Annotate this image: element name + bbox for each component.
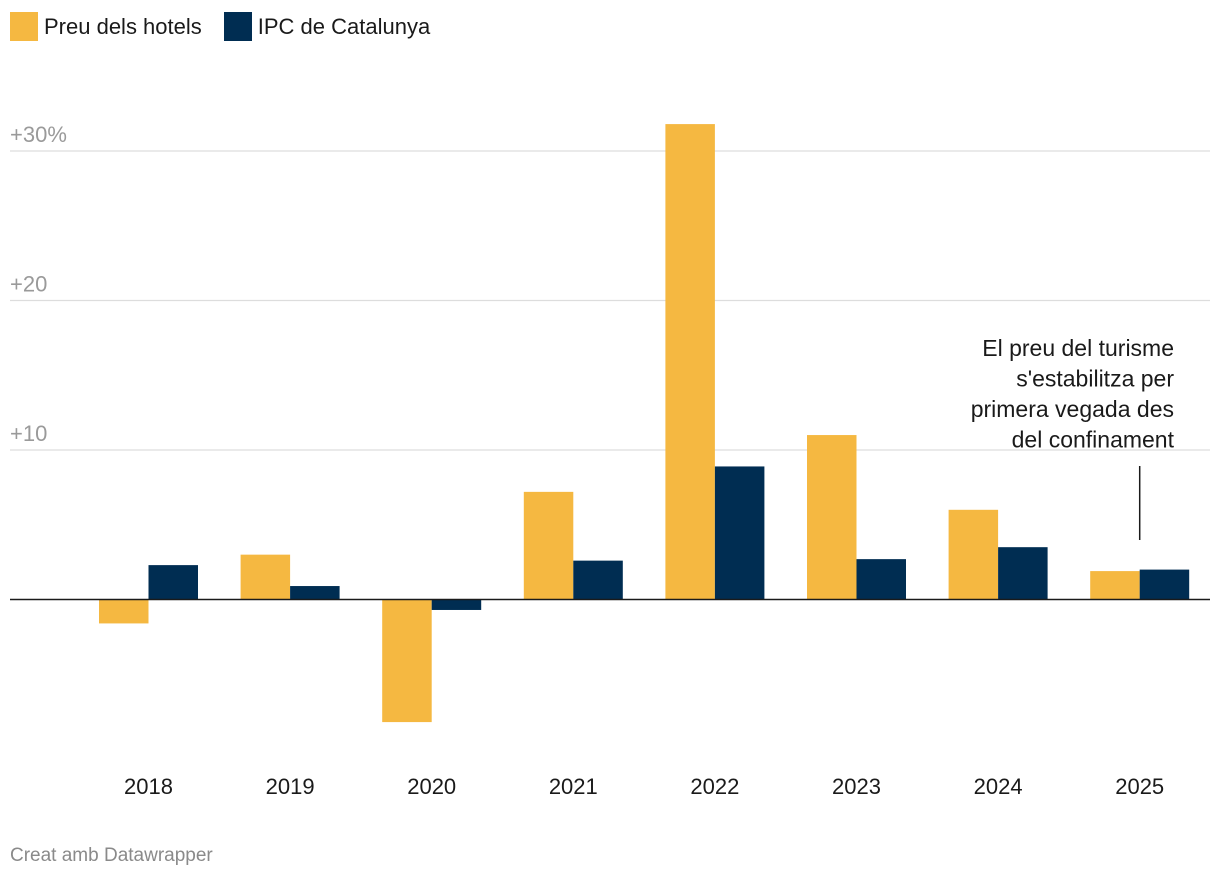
annotation-line-3: primera vegada des	[971, 396, 1174, 422]
bar-ipc-2025	[1139, 569, 1190, 600]
legend-item-ipc: IPC de Catalunya	[223, 12, 431, 41]
legend: Preu dels hotels IPC de Catalunya	[10, 12, 430, 41]
annotation-line-2: s'estabilitza per	[1016, 366, 1174, 392]
bar-hotels-2020	[382, 599, 432, 723]
y-tick-label-10: +10	[10, 421, 47, 446]
bar-hotels-2024	[948, 509, 999, 600]
gridlines: +30% +20 +10	[10, 122, 1210, 451]
x-tick-label-2018: 2018	[124, 774, 173, 799]
x-tick-label-2020: 2020	[407, 774, 456, 799]
bar-ipc-2020	[431, 599, 482, 610]
x-tick-label-2024: 2024	[974, 774, 1023, 799]
legend-swatch-ipc	[223, 12, 252, 41]
x-tick-label-2021: 2021	[549, 774, 598, 799]
bar-ipc-2018	[148, 565, 198, 600]
bar-hotels-2021	[523, 491, 574, 600]
x-tick-label-2022: 2022	[690, 774, 739, 799]
legend-item-hotels: Preu dels hotels	[10, 12, 202, 41]
bar-ipc-2024	[998, 547, 1048, 600]
y-tick-label-20: +20	[10, 272, 47, 297]
annotation-line-4: del confinament	[1012, 427, 1175, 453]
bar-ipc-2021	[573, 560, 623, 600]
x-tick-label-2023: 2023	[832, 774, 881, 799]
legend-swatch-hotels	[10, 12, 38, 41]
x-tick-labels: 2018 2019 2020 2021 2022 2023 2024 2025	[124, 774, 1164, 799]
legend-label-hotels: Preu dels hotels	[44, 13, 202, 39]
x-tick-label-2025: 2025	[1115, 774, 1164, 799]
annotation: El preu del turisme s'estabilitza per prim…	[971, 335, 1175, 540]
bars	[10, 124, 1210, 723]
bar-hotels-2025	[1090, 571, 1140, 600]
x-tick-label-2019: 2019	[266, 774, 315, 799]
bar-ipc-2022	[714, 466, 765, 600]
bar-hotels-2023	[807, 435, 857, 600]
legend-label-ipc: IPC de Catalunya	[257, 13, 431, 39]
bar-hotels-2022	[665, 124, 715, 600]
bar-ipc-2019	[290, 586, 340, 600]
y-tick-label-30: +30%	[10, 122, 67, 147]
bar-hotels-2019	[240, 554, 291, 600]
bar-hotels-2018	[99, 599, 149, 624]
bar-ipc-2023	[856, 559, 906, 600]
credit-text: Creat amb Datawrapper	[10, 845, 213, 866]
annotation-line-1: El preu del turisme	[982, 335, 1174, 361]
